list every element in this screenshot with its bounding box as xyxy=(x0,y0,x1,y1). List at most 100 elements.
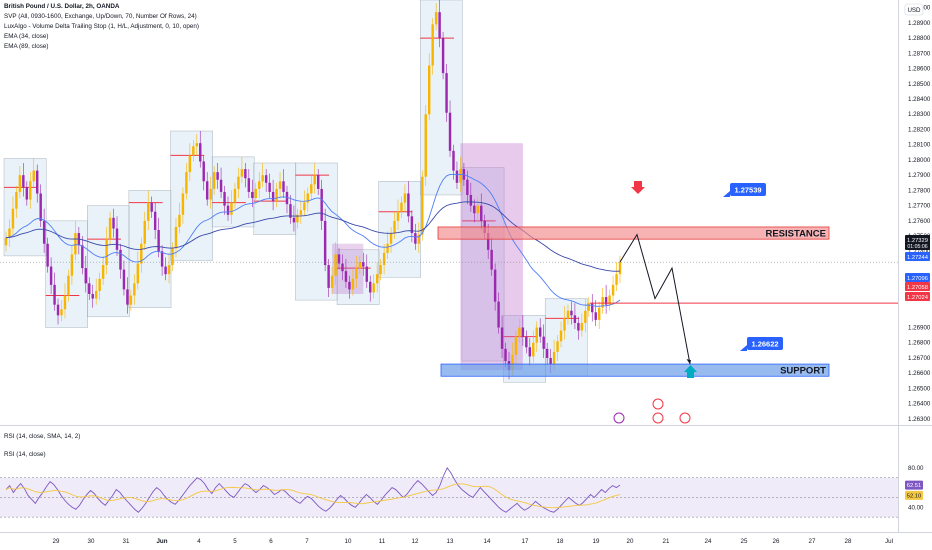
support-zone xyxy=(440,363,830,377)
candle xyxy=(344,271,348,282)
candle xyxy=(414,233,417,244)
price-badge-text: 1.27096 xyxy=(907,276,928,282)
indicator-ema89[interactable]: EMA (89, close) xyxy=(4,43,49,50)
candle xyxy=(285,191,289,205)
time-tick: 11 xyxy=(379,538,386,545)
candle xyxy=(164,266,167,275)
event-icon xyxy=(652,398,664,410)
price-tick: 1.28000 xyxy=(908,157,931,164)
volume-profile-box xyxy=(87,205,130,318)
candle xyxy=(212,172,216,189)
volume-profile-box xyxy=(3,158,47,257)
candle xyxy=(278,181,282,189)
candle xyxy=(143,220,146,244)
candle xyxy=(427,65,431,115)
candle xyxy=(94,290,98,299)
candle xyxy=(504,348,507,362)
candle xyxy=(521,327,525,337)
volume-profile-box xyxy=(211,156,255,228)
volume-profile-box xyxy=(378,181,422,278)
candle xyxy=(296,214,299,223)
rsi-tick: 80.00 xyxy=(908,465,924,472)
down-arrow-icon xyxy=(631,181,645,194)
candle xyxy=(185,172,188,194)
candle xyxy=(597,307,601,320)
candle xyxy=(365,266,368,282)
time-tick: 4 xyxy=(197,538,201,545)
candle xyxy=(511,354,514,371)
currency-label: USD xyxy=(907,7,921,14)
candle xyxy=(226,205,230,215)
candle xyxy=(299,210,303,215)
time-tick: 10 xyxy=(345,538,352,545)
price-badge xyxy=(905,292,930,301)
time-tick: 6 xyxy=(269,538,273,545)
candle xyxy=(310,184,313,194)
candle xyxy=(486,233,490,250)
candle xyxy=(382,252,386,266)
candle xyxy=(539,327,542,337)
volume-profile-box xyxy=(170,130,213,261)
candle xyxy=(199,143,202,162)
candle xyxy=(133,283,136,296)
resistance-label: RESISTANCE xyxy=(765,229,826,240)
candle xyxy=(591,303,594,313)
time-tick: 20 xyxy=(627,538,634,545)
projection-path xyxy=(619,233,691,365)
candle xyxy=(81,245,84,269)
rsi-line xyxy=(5,466,621,513)
candle xyxy=(8,228,11,238)
candle xyxy=(552,351,556,365)
candle xyxy=(22,175,25,188)
candle xyxy=(84,268,87,284)
candle xyxy=(341,263,344,272)
rsi-title-sma[interactable]: RSI (14, close, SMA, 14, 2) xyxy=(4,433,81,440)
candle xyxy=(438,12,441,39)
indicator-svp[interactable]: SVP (All, 0930-1600, Exchange, Up/Down, … xyxy=(4,13,197,20)
candle xyxy=(396,211,400,221)
rsi-title[interactable]: RSI (14, close) xyxy=(4,451,46,458)
candle xyxy=(445,73,448,113)
candle xyxy=(219,179,223,192)
candle xyxy=(153,211,157,231)
price-tick: 1.28900 xyxy=(908,20,931,27)
candle xyxy=(528,347,532,357)
support-price-tag xyxy=(747,337,783,350)
price-badge-text: 1.27024 xyxy=(907,295,929,301)
candle xyxy=(500,327,504,349)
indicator-luxalgo[interactable]: LuxAlgo - Volume Delta Trailing Stop (1,… xyxy=(4,23,199,30)
purple-highlight xyxy=(332,243,364,294)
candle xyxy=(74,233,77,255)
price-tick: 1.28200 xyxy=(908,126,931,133)
candle xyxy=(535,327,538,343)
volume-profile-box xyxy=(461,167,505,362)
candle xyxy=(67,275,70,296)
candle xyxy=(459,169,462,183)
candle xyxy=(205,181,209,200)
candle xyxy=(525,336,528,348)
candle xyxy=(91,293,94,299)
candle xyxy=(493,269,497,302)
time-tick: Jul xyxy=(885,538,893,545)
candle xyxy=(615,274,618,285)
candle xyxy=(400,202,403,212)
time-tick: 18 xyxy=(557,538,564,545)
candle xyxy=(29,181,32,200)
resistance-price-tag-text: 1.27539 xyxy=(734,186,761,195)
time-tick: 19 xyxy=(593,538,600,545)
candle xyxy=(136,263,140,284)
candle xyxy=(618,262,622,275)
rsi-badge xyxy=(905,490,923,500)
indicator-ema34[interactable]: EMA (34, close) xyxy=(4,33,49,40)
symbol-title[interactable]: British Pound / U.S. Dollar, 2h, OANDA xyxy=(4,3,120,10)
candle xyxy=(15,191,18,209)
time-tick: 31 xyxy=(123,538,130,545)
candle xyxy=(580,322,584,331)
volume-profile-box xyxy=(420,0,463,196)
volume-profile-box xyxy=(295,162,338,301)
candle xyxy=(251,191,254,199)
candle xyxy=(549,357,552,365)
price-tick: 1.27600 xyxy=(908,218,931,225)
